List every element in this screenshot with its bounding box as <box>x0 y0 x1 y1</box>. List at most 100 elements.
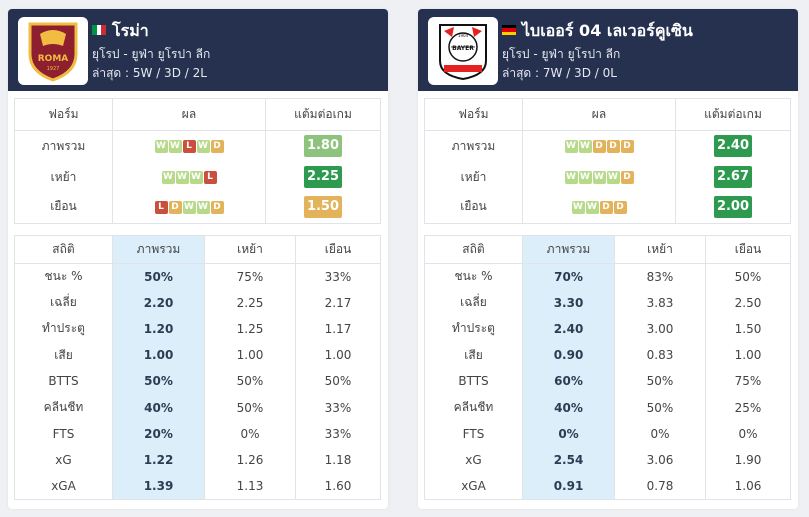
stats-header-home[interactable]: เหย้า <box>204 235 296 264</box>
result-badge[interactable]: L <box>203 171 217 184</box>
stats-row: ทำประตู 2.40 3.00 1.50 <box>424 315 791 343</box>
stat-home: 1.13 <box>204 473 296 500</box>
stat-overall: 0.90 <box>522 342 615 369</box>
form-row-label: ภาพรวม <box>424 130 523 162</box>
stats-table: สถิติ ภาพรวม เหย้า เยือน ชนะ % 50% 75% 33% เ… <box>14 235 381 500</box>
flag-stripe <box>101 25 106 35</box>
result-badge[interactable]: L <box>182 140 196 154</box>
form-row: เหย้า W W W L 2.25 <box>14 161 381 193</box>
flag-stripe <box>502 28 516 32</box>
stats-header-overall[interactable]: ภาพรวม <box>112 235 205 264</box>
result-badge[interactable]: D <box>620 140 634 154</box>
stat-overall: 40% <box>112 394 205 421</box>
result-badge[interactable]: D <box>599 200 613 214</box>
leverkusen-crest-text: BAYER <box>452 45 474 52</box>
team-name-text: โรม่า <box>112 21 149 40</box>
stats-row: ชนะ % 50% 75% 33% <box>14 263 381 290</box>
stat-label: BTTS <box>14 368 113 395</box>
stat-home: 75% <box>204 263 296 290</box>
result-badge[interactable]: W <box>175 171 189 184</box>
result-badge[interactable]: D <box>620 171 634 184</box>
team-name[interactable]: ไบเออร์ 04 เลเวอร์คูเซิน <box>502 21 693 41</box>
stat-overall: 1.39 <box>112 473 205 500</box>
stat-home: 1.25 <box>204 315 296 343</box>
stat-label: เฉลี่ย <box>14 289 113 316</box>
result-badge[interactable]: W <box>196 140 210 154</box>
stats-table: สถิติ ภาพรวม เหย้า เยือน ชนะ % 70% 83% 50% เ… <box>424 235 791 500</box>
result-badge[interactable]: W <box>196 200 210 214</box>
stat-away: 50% <box>705 263 791 290</box>
stat-away: 1.18 <box>295 446 381 473</box>
result-badge[interactable]: W <box>168 140 182 154</box>
stats-header-away[interactable]: เยือน <box>705 235 791 264</box>
result-badge[interactable]: D <box>210 140 224 154</box>
stat-away: 0% <box>705 420 791 447</box>
stat-overall: 3.30 <box>522 289 615 316</box>
stat-away: 50% <box>295 368 381 395</box>
stat-label: คลีนชีท <box>14 394 113 421</box>
result-badge[interactable]: D <box>613 200 627 214</box>
stat-overall: 1.20 <box>112 315 205 343</box>
result-badge[interactable]: W <box>564 140 578 154</box>
leverkusen-crest-icon: BAYER 1904 <box>439 24 487 81</box>
stat-home: 0% <box>204 420 296 447</box>
stat-overall: 50% <box>112 263 205 290</box>
stats-row: FTS 0% 0% 0% <box>424 420 791 447</box>
ppg-cell: 1.80 <box>265 130 381 162</box>
stats-header-overall[interactable]: ภาพรวม <box>522 235 615 264</box>
stat-home: 2.25 <box>204 289 296 316</box>
stat-label: BTTS <box>424 368 523 395</box>
stat-overall: 1.22 <box>112 446 205 473</box>
ppg-badge: 2.00 <box>714 195 752 218</box>
stats-header-away[interactable]: เยือน <box>295 235 381 264</box>
latest-record: ล่าสุด : 7W / 3D / 0L <box>502 66 617 80</box>
result-badge[interactable]: W <box>182 200 196 214</box>
result-badge[interactable]: D <box>168 200 182 214</box>
result-badge[interactable]: W <box>189 171 203 184</box>
result-badge[interactable]: W <box>585 200 599 214</box>
team-logo[interactable]: BAYER 1904 <box>428 17 498 85</box>
ppg-badge: 2.25 <box>304 166 342 188</box>
stat-overall: 40% <box>522 394 615 421</box>
stat-away: 2.50 <box>705 289 791 316</box>
stats-row: FTS 20% 0% 33% <box>14 420 381 447</box>
result-badge[interactable]: D <box>592 140 606 154</box>
stat-overall: 2.54 <box>522 446 615 473</box>
stat-home: 0% <box>614 420 706 447</box>
result-badge[interactable]: W <box>154 140 168 154</box>
stats-row: ชนะ % 70% 83% 50% <box>424 263 791 290</box>
result-badge[interactable]: D <box>210 200 224 214</box>
form-header-ppg: แต้มต่อเกม <box>265 98 381 131</box>
result-badge[interactable]: W <box>578 171 592 184</box>
result-badge[interactable]: W <box>592 171 606 184</box>
result-badge[interactable]: W <box>606 171 620 184</box>
result-badge[interactable]: L <box>154 200 168 214</box>
stat-home: 1.00 <box>204 342 296 369</box>
roma-crest-icon: ROMA 1927 <box>28 22 78 82</box>
stats-header-home[interactable]: เหย้า <box>614 235 706 264</box>
stat-overall: 1.00 <box>112 342 205 369</box>
stat-label: xGA <box>14 473 113 500</box>
result-badge[interactable]: W <box>571 200 585 214</box>
form-header-results: ผล <box>522 98 676 131</box>
team-name[interactable]: โรม่า <box>92 21 149 41</box>
stats-row: xGA 0.91 0.78 1.06 <box>424 473 791 500</box>
stat-overall: 0.91 <box>522 473 615 500</box>
result-badge[interactable]: D <box>606 140 620 154</box>
germany-flag-icon <box>502 25 516 35</box>
team-logo[interactable]: ROMA 1927 <box>18 17 88 85</box>
result-badge[interactable]: W <box>564 171 578 184</box>
stat-home: 50% <box>204 368 296 395</box>
form-row-label: เหย้า <box>14 161 113 193</box>
result-badge[interactable]: W <box>578 140 592 154</box>
result-badge[interactable]: W <box>161 171 175 184</box>
ppg-cell: 2.25 <box>265 161 381 193</box>
form-row: เยือน L D W W D 1.50 <box>14 192 381 224</box>
stat-away: 1.00 <box>705 342 791 369</box>
stat-overall: 50% <box>112 368 205 395</box>
stat-overall: 70% <box>522 263 615 290</box>
stat-overall: 20% <box>112 420 205 447</box>
form-header-label: ฟอร์ม <box>424 98 523 131</box>
